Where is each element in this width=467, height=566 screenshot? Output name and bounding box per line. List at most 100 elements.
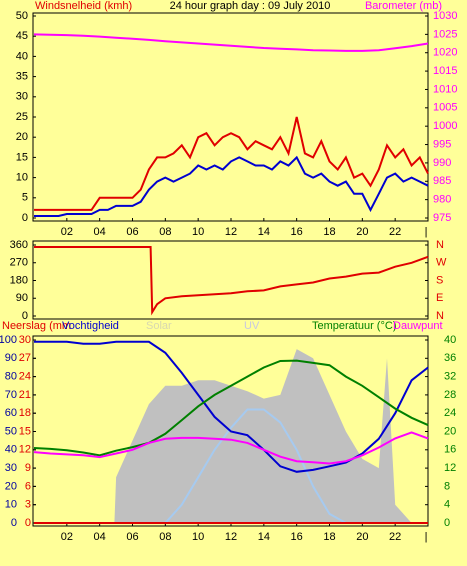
x-tick-label: 02 [61, 531, 73, 543]
y-tick-label: 6 [25, 480, 31, 492]
y-tick-label: 8 [444, 480, 450, 492]
x-tick-label: 02 [61, 226, 73, 238]
y-tick-label: 0 [444, 517, 450, 529]
line [34, 155, 429, 217]
y-tick-label: 1015 [433, 65, 457, 77]
y-tick-label: 9 [25, 462, 31, 474]
x-tick-label: | [425, 226, 428, 238]
x-tick-label: 16 [291, 531, 303, 543]
y-tick-label: 15 [16, 151, 28, 163]
x-tick-label: 06 [126, 226, 138, 238]
y-tick-label: 5 [22, 192, 28, 204]
y-tick-label: 30 [5, 462, 17, 474]
x-tick-label: 08 [159, 226, 171, 238]
y-tick-label: 90 [16, 292, 28, 304]
x-tick-label: 14 [258, 531, 270, 543]
x-tick-label: 08 [159, 531, 171, 543]
y-tick-label: N [436, 310, 444, 322]
y-tick-label: 995 [433, 138, 451, 150]
y-tick-label: 28 [444, 389, 456, 401]
x-tick-label: 18 [323, 531, 335, 543]
y-tick-label: 24 [444, 407, 456, 419]
y-tick-label: 0 [11, 517, 17, 529]
x-tick-label: 18 [323, 226, 335, 238]
y2-axis-label: Temperatuur (°C) [312, 320, 396, 332]
y-tick-label: 980 [433, 194, 451, 206]
y-tick-label: 985 [433, 175, 451, 187]
y-tick-label: 975 [433, 212, 451, 224]
line [33, 33, 429, 52]
chart-title: 24 hour graph day : 09 July 2010 [170, 0, 331, 12]
y-tick-label: 4 [444, 499, 450, 511]
x-tick-label: 04 [94, 531, 106, 543]
y-tick-label: 21 [19, 389, 31, 401]
y-tick-label: 25 [16, 111, 28, 123]
y-tick-label: S [436, 274, 443, 286]
y-tick-label: 36 [444, 352, 456, 364]
y-tick-label: 360 [10, 239, 28, 251]
x-tick-label: 10 [192, 531, 204, 543]
y-tick-label: 1025 [433, 28, 457, 40]
y-tick-label: 40 [16, 50, 28, 62]
x-tick-label: 14 [258, 226, 270, 238]
y-tick-label: 270 [10, 257, 28, 269]
y-tick-label: 10 [16, 172, 28, 184]
y-axis-label: Windsnelheid (kmh) [35, 0, 132, 12]
series-label: Solar [146, 320, 172, 332]
y-tick-label: 20 [5, 480, 17, 492]
y2-axis-label: Barometer (mb) [365, 0, 442, 12]
series-label: UV [244, 320, 260, 332]
y-tick-label: 0 [22, 212, 28, 224]
y-axis-label: Neerslag (mm [2, 320, 71, 332]
y-tick-label: 18 [19, 407, 31, 419]
y-tick-label: W [436, 257, 447, 269]
y-tick-label: 30 [16, 91, 28, 103]
x-tick-label: 22 [389, 226, 401, 238]
y-tick-label: 30 [19, 334, 31, 346]
y-tick-label: 24 [19, 371, 31, 383]
y-tick-label: 1000 [433, 120, 457, 132]
y-tick-label: 20 [16, 131, 28, 143]
x-tick-label: 16 [291, 226, 303, 238]
line [34, 116, 429, 211]
x-tick-label: | [425, 531, 428, 543]
y-tick-label: 180 [10, 274, 28, 286]
y-tick-label: 45 [16, 30, 28, 42]
y-tick-label: 20 [444, 425, 456, 437]
x-tick-label: 20 [356, 531, 368, 543]
y-tick-label: 1010 [433, 83, 457, 95]
line [34, 408, 428, 524]
y-tick-label: 16 [444, 444, 456, 456]
y-tick-label: 60 [5, 407, 17, 419]
line [34, 246, 429, 316]
x-tick-label: 06 [126, 531, 138, 543]
line [34, 340, 429, 473]
y-tick-label: 15 [19, 425, 31, 437]
line [33, 431, 429, 465]
x-tick-label: 12 [225, 226, 237, 238]
y-tick-label: 3 [25, 499, 31, 511]
y-tick-label: 80 [5, 371, 17, 383]
y-tick-label: 0 [25, 517, 31, 529]
y-tick-label: 990 [433, 157, 451, 169]
y-tick-label: 35 [16, 71, 28, 83]
line [33, 359, 429, 457]
y-tick-label: 1030 [433, 10, 457, 22]
y-tick-label: 40 [5, 444, 17, 456]
y-tick-label: 70 [5, 389, 17, 401]
y-tick-label: 50 [5, 425, 17, 437]
y-tick-label: 1020 [433, 47, 457, 59]
y-tick-label: 0 [22, 310, 28, 322]
plot-frame [32, 240, 429, 320]
y-axis-label: Vochtigheid [62, 320, 119, 332]
y2-axis-label: Dauwpunt [393, 320, 443, 332]
x-tick-label: 20 [356, 226, 368, 238]
y-tick-label: 1005 [433, 102, 457, 114]
x-tick-label: 04 [94, 226, 106, 238]
plot-frame [32, 12, 429, 222]
y-tick-label: 50 [16, 10, 28, 22]
y-tick-label: 27 [19, 352, 31, 364]
y-tick-label: 100 [0, 334, 17, 346]
